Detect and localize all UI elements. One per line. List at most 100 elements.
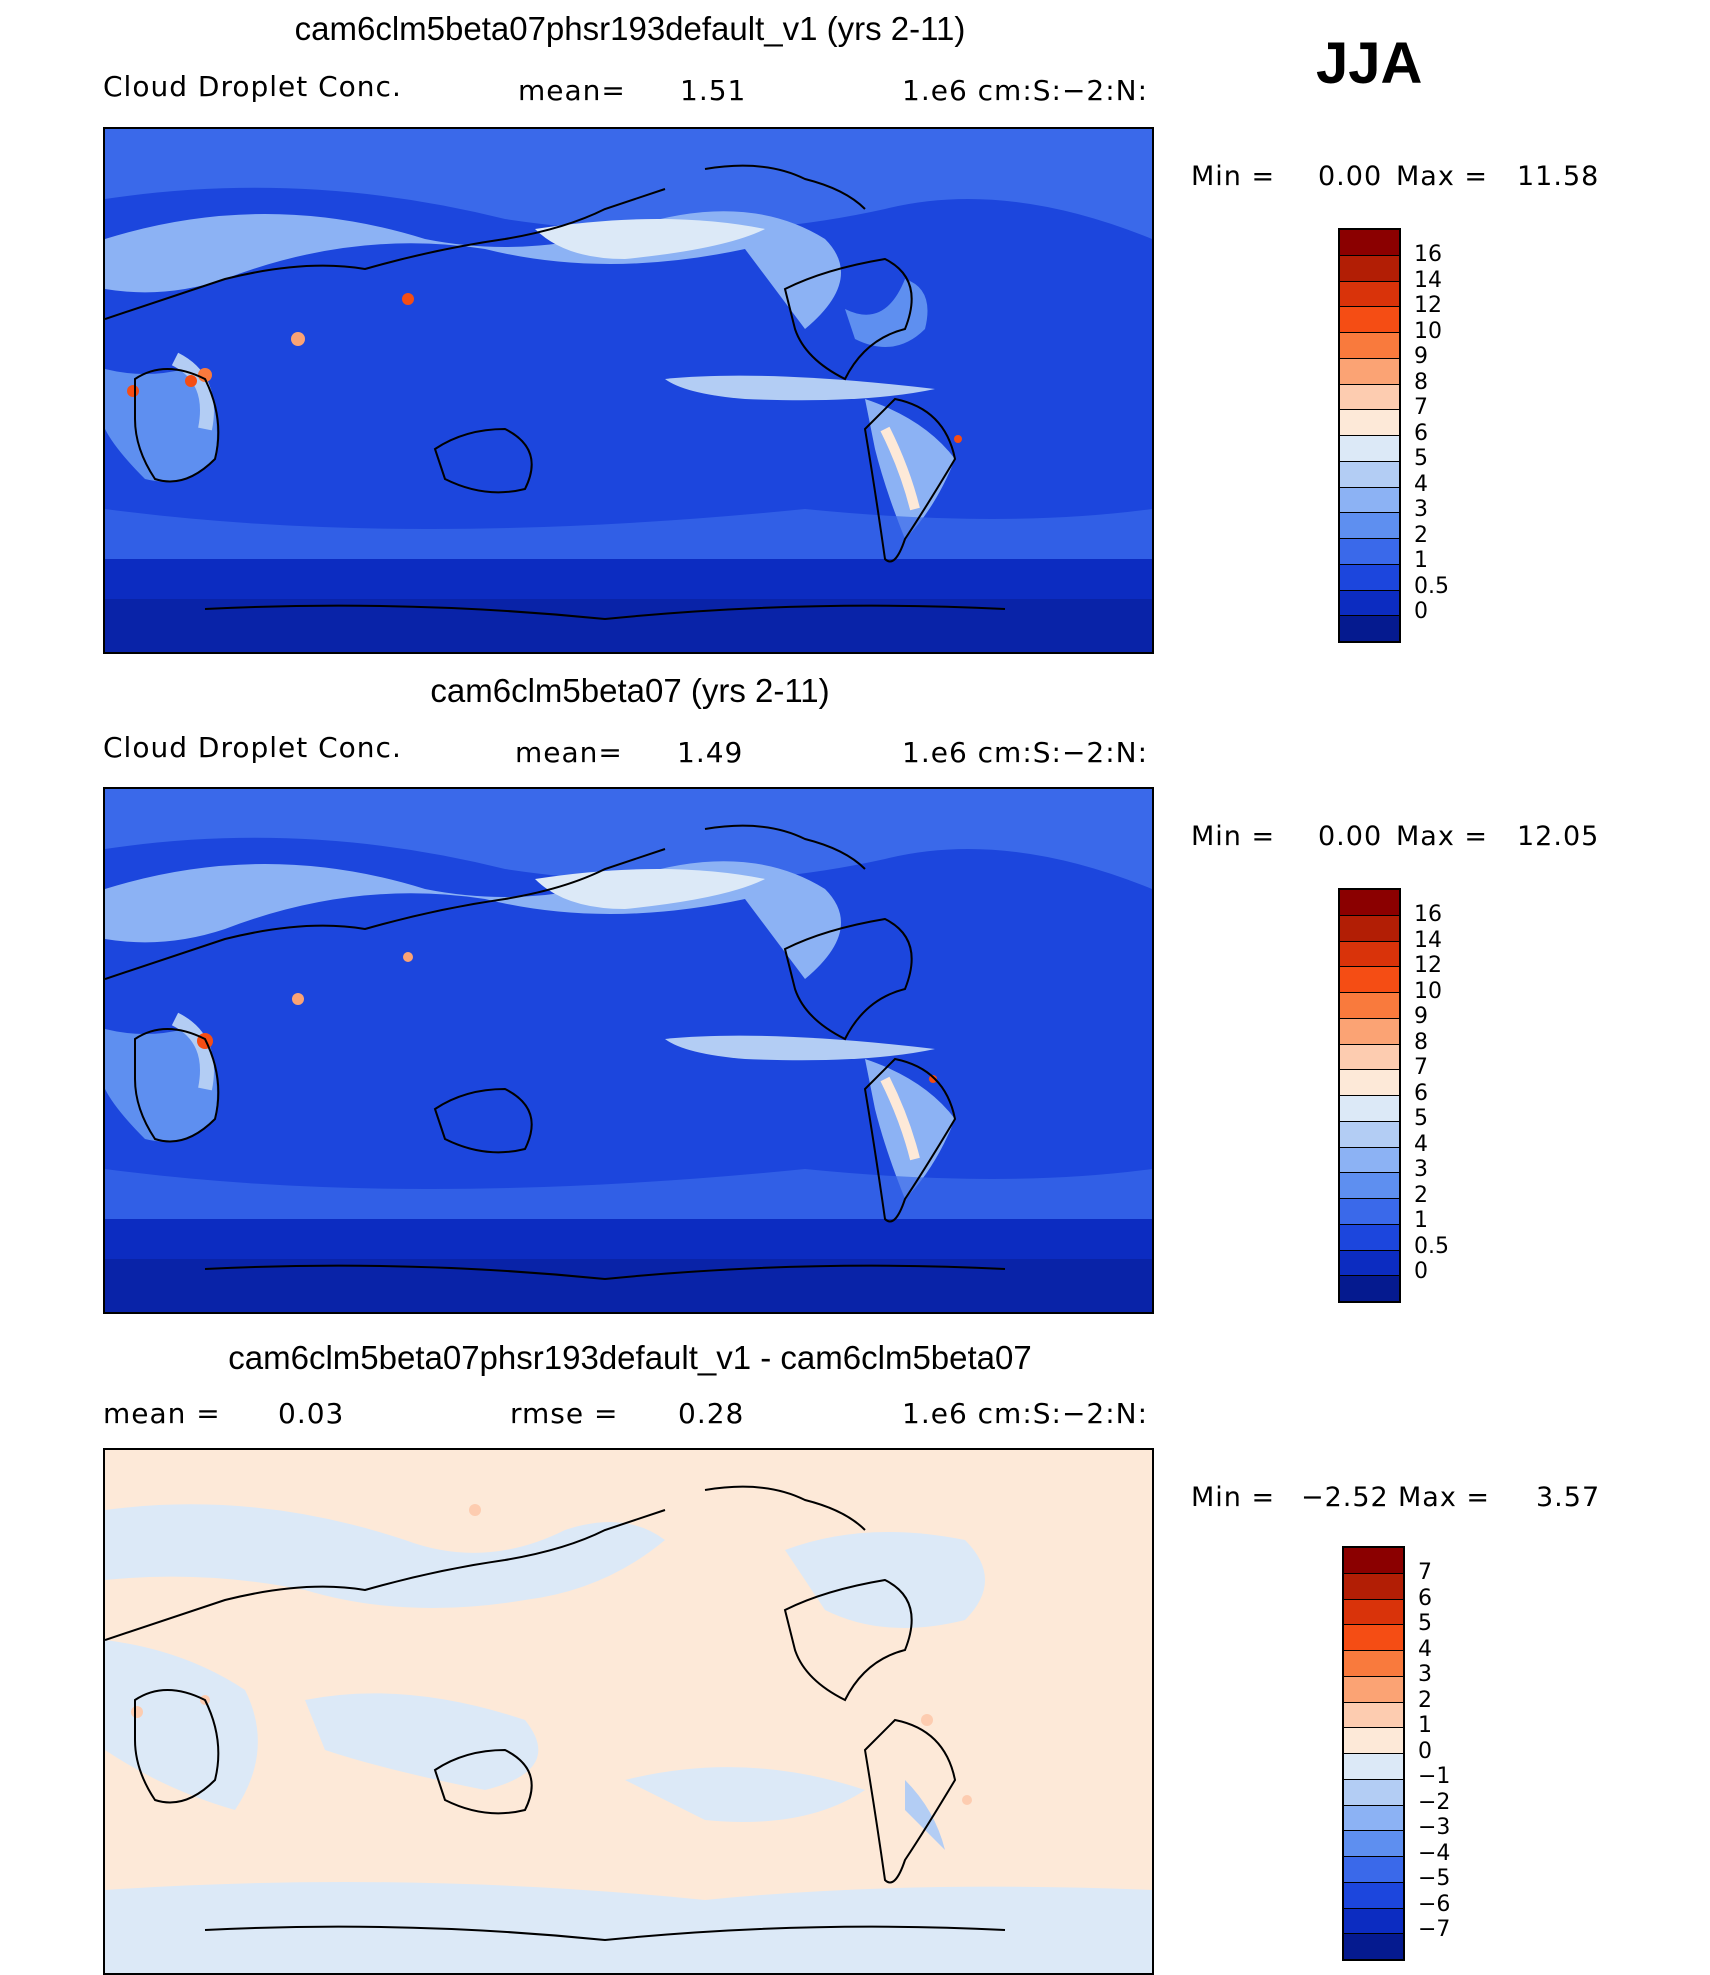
colorbar-swatch	[1340, 1224, 1399, 1251]
colorbar-tick-label: 14	[1414, 267, 1442, 293]
colorbar-swatch	[1340, 993, 1399, 1019]
colorbar-tick-label: 12	[1414, 953, 1442, 978]
panel3-min-value: −2.52	[1301, 1482, 1389, 1513]
colorbar-swatch	[1340, 1044, 1399, 1071]
colorbar-swatch	[1340, 255, 1399, 282]
panel1-min-value: 0.00	[1318, 161, 1383, 192]
panel1-map-field	[105, 129, 1152, 652]
panel2-max-label: Max =	[1396, 821, 1489, 852]
colorbar-swatch	[1340, 1199, 1399, 1225]
panel3-rmse-value: 0.28	[678, 1397, 745, 1430]
panel2-title: cam6clm5beta07 (yrs 2-11)	[430, 672, 830, 709]
colorbar-tick-label: −1	[1418, 1764, 1451, 1789]
colorbar-tick-label: 5	[1418, 1611, 1432, 1636]
colorbar-tick-label: 6	[1414, 420, 1428, 446]
panel2-colorbar	[1338, 888, 1401, 1303]
panel1-max-value: 11.58	[1517, 161, 1600, 192]
colorbar-tick-label: 3	[1418, 1662, 1432, 1687]
panel3-colorbar-labels: 7 6 5 4 3 2 1 0 −1 −2 −3 −4 −5 −6 −7	[1418, 1560, 1450, 1943]
colorbar-swatch	[1340, 513, 1399, 539]
panel3-units: 1.e6 cm:S:−2:N:	[902, 1397, 1149, 1430]
colorbar-swatch	[1340, 1096, 1399, 1122]
panel1-min-label: Min =	[1191, 161, 1276, 192]
colorbar-swatch	[1340, 461, 1399, 488]
colorbar-tick-label: −4	[1418, 1840, 1451, 1866]
panel3-map	[103, 1448, 1154, 1975]
colorbar-tick-label: −6	[1418, 1891, 1451, 1917]
colorbar-tick-label: 9	[1414, 1004, 1428, 1029]
panel2-mean-value: 1.49	[677, 736, 744, 769]
colorbar-swatch	[1340, 590, 1399, 617]
colorbar-swatch	[1344, 1676, 1403, 1703]
colorbar-tick-label: 7	[1414, 395, 1428, 420]
colorbar-swatch	[1344, 1573, 1403, 1600]
colorbar-tick-label: 8	[1414, 1029, 1428, 1055]
colorbar-tick-label: −7	[1418, 1917, 1451, 1942]
colorbar-tick-label: 12	[1414, 293, 1442, 318]
panel3-max-value: 3.57	[1536, 1482, 1601, 1513]
colorbar-tick-label: 16	[1414, 242, 1442, 267]
colorbar-swatch	[1340, 281, 1399, 308]
colorbar-swatch	[1340, 307, 1399, 333]
colorbar-tick-label: 7	[1418, 1560, 1432, 1585]
panel1-mean-value: 1.51	[680, 74, 747, 107]
panel1-max-label: Max =	[1396, 161, 1489, 192]
panel2-max-value: 12.05	[1517, 821, 1600, 852]
colorbar-tick-label: 2	[1414, 522, 1428, 548]
colorbar-swatch	[1344, 1599, 1403, 1626]
colorbar-swatch	[1340, 564, 1399, 591]
colorbar-swatch	[1344, 1857, 1403, 1883]
colorbar-tick-label: 3	[1414, 1157, 1428, 1182]
panel2-min-label: Min =	[1191, 821, 1276, 852]
colorbar-tick-label: 4	[1414, 471, 1428, 497]
panel2-map	[103, 787, 1154, 1314]
colorbar-swatch	[1344, 1908, 1403, 1935]
colorbar-swatch	[1340, 230, 1399, 256]
colorbar-tick-label: 1	[1414, 548, 1428, 573]
colorbar-tick-label: 16	[1414, 902, 1442, 927]
panel2-units: 1.e6 cm:S:−2:N:	[902, 736, 1149, 769]
colorbar-swatch	[1340, 487, 1399, 514]
panel2-variable: Cloud Droplet Conc.	[103, 731, 402, 764]
colorbar-swatch	[1340, 436, 1399, 462]
panel2-map-field	[105, 789, 1152, 1312]
panel3-title: cam6clm5beta07phsr193default_v1 - cam6cl…	[228, 1339, 1032, 1376]
panel3-map-field	[105, 1450, 1152, 1973]
colorbar-swatch	[1340, 358, 1399, 385]
panel1-units: 1.e6 cm:S:−2:N:	[902, 74, 1149, 107]
panel1-title: cam6clm5beta07phsr193default_v1 (yrs 2-1…	[294, 10, 966, 47]
panel2-mean-label: mean=	[515, 736, 623, 769]
colorbar-swatch	[1340, 1121, 1399, 1148]
colorbar-swatch	[1344, 1831, 1403, 1857]
colorbar-tick-label: 3	[1414, 497, 1428, 522]
panel2-colorbar-labels: 16 14 12 10 9 8 7 6 5 4 3 2 1 0.5 0	[1414, 902, 1449, 1285]
colorbar-swatch	[1340, 890, 1399, 916]
panel3-colorbar	[1342, 1546, 1405, 1961]
colorbar-tick-label: 8	[1414, 369, 1428, 395]
panel3-max-label: Max =	[1398, 1482, 1491, 1513]
colorbar-tick-label: 1	[1418, 1713, 1432, 1738]
colorbar-swatch	[1344, 1625, 1403, 1651]
colorbar-swatch	[1340, 539, 1399, 565]
colorbar-tick-label: −5	[1418, 1866, 1451, 1891]
colorbar-swatch	[1340, 1250, 1399, 1277]
panel1-map	[103, 127, 1154, 654]
colorbar-swatch	[1340, 333, 1399, 359]
colorbar-tick-label: 2	[1414, 1182, 1428, 1208]
colorbar-tick-label: 10	[1414, 978, 1442, 1004]
panel3-rmse-label: rmse =	[510, 1397, 619, 1430]
colorbar-swatch	[1340, 616, 1399, 641]
colorbar-swatch	[1344, 1882, 1403, 1909]
colorbar-tick-label: 1	[1414, 1208, 1428, 1233]
colorbar-swatch	[1344, 1754, 1403, 1780]
panel2-min-value: 0.00	[1318, 821, 1383, 852]
colorbar-tick-label: 6	[1418, 1585, 1432, 1611]
colorbar-tick-label: 4	[1414, 1131, 1428, 1157]
colorbar-tick-label: 0	[1414, 599, 1428, 624]
colorbar-tick-label: 0.5	[1414, 573, 1449, 599]
panel1-colorbar-labels: 16 14 12 10 9 8 7 6 5 4 3 2 1 0.5 0	[1414, 242, 1449, 625]
colorbar-tick-label: 0	[1418, 1738, 1432, 1764]
colorbar-swatch	[1340, 410, 1399, 436]
colorbar-swatch	[1340, 941, 1399, 968]
season-label: JJA	[1316, 31, 1423, 96]
